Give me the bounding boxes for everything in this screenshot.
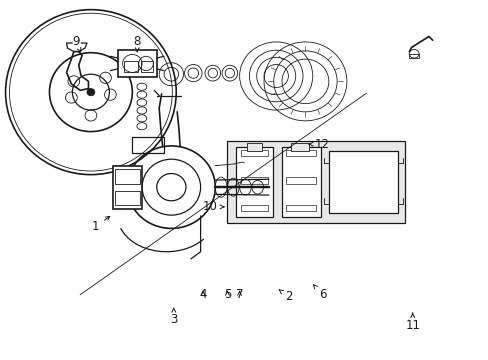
Text: 3: 3 <box>170 308 177 327</box>
Bar <box>241 205 267 211</box>
Bar <box>141 61 153 72</box>
Text: 1: 1 <box>92 216 109 233</box>
Text: 10: 10 <box>203 201 224 213</box>
Bar <box>241 177 267 184</box>
Bar <box>118 50 157 77</box>
Ellipse shape <box>87 89 95 96</box>
Bar <box>236 147 272 217</box>
Bar <box>132 137 163 153</box>
Bar <box>113 166 142 209</box>
Bar <box>227 140 405 223</box>
Text: 11: 11 <box>405 313 419 332</box>
Text: 7: 7 <box>235 288 243 301</box>
Bar <box>115 191 140 205</box>
Bar <box>329 150 397 213</box>
Text: 8: 8 <box>133 35 141 52</box>
Bar <box>286 150 315 156</box>
Bar <box>286 205 315 211</box>
Bar <box>291 143 308 150</box>
Text: 6: 6 <box>313 285 325 301</box>
Bar <box>281 147 320 217</box>
Text: 4: 4 <box>199 288 206 301</box>
Bar <box>246 143 261 150</box>
Bar <box>123 61 138 72</box>
Bar <box>241 150 267 156</box>
Text: 9: 9 <box>72 35 81 52</box>
Text: 2: 2 <box>279 290 291 303</box>
Bar <box>115 169 140 184</box>
Text: 5: 5 <box>224 288 231 301</box>
Bar <box>286 177 315 184</box>
Bar <box>408 54 418 58</box>
Text: 12: 12 <box>308 138 329 150</box>
